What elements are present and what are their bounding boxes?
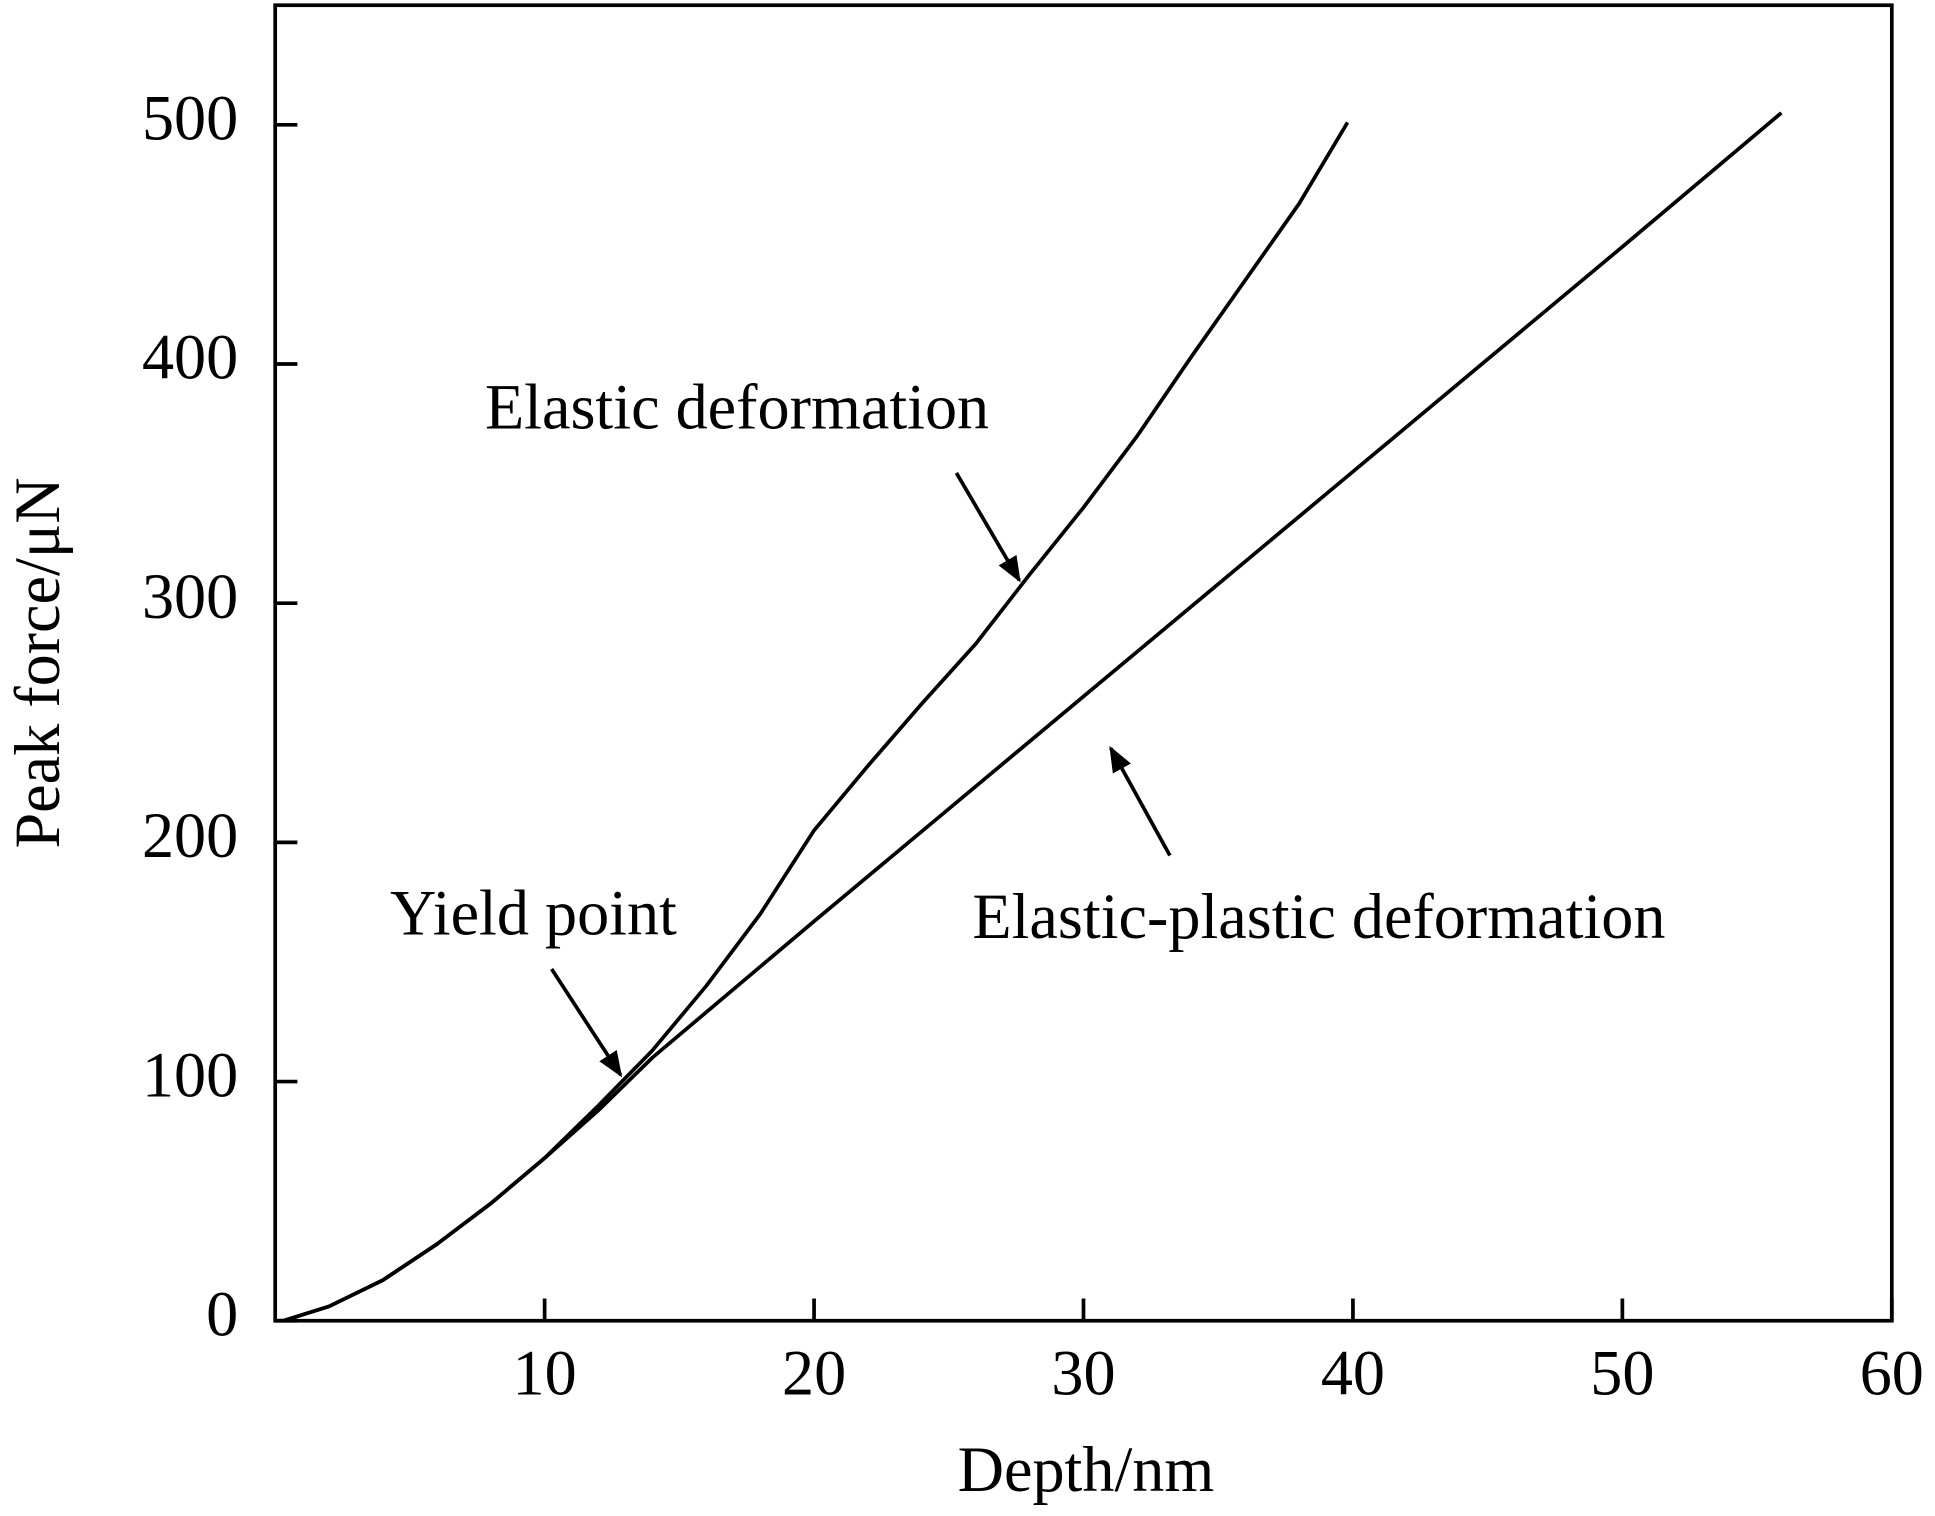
annotation: Yield point (390, 877, 677, 948)
y-tick-label: 200 (142, 800, 238, 871)
plot-frame (273, 3, 1894, 1323)
arrow (954, 471, 1021, 583)
y-tick-label: 0 (206, 1278, 238, 1349)
x-tick-label: 10 (513, 1338, 577, 1409)
y-tick-label: 500 (142, 83, 238, 154)
x-tick-label: 40 (1321, 1338, 1385, 1409)
y-tick-label: 400 (142, 322, 238, 393)
line-series (282, 111, 1783, 1323)
y-tick-label: 300 (142, 561, 238, 632)
x-tick-label: 20 (782, 1338, 846, 1409)
arrow (550, 968, 623, 1078)
x-tick-label: 30 (1051, 1338, 1115, 1409)
x-tick-label: 60 (1860, 1338, 1924, 1409)
x-axis-label: Depth/nm (958, 1434, 1215, 1505)
x-tick-label: 50 (1590, 1338, 1654, 1409)
annotation: Elastic-plastic deformation (972, 881, 1665, 952)
arrow (1109, 745, 1172, 857)
line-series (282, 121, 1350, 1323)
annotation: Elastic deformation (485, 371, 989, 442)
y-tick-label: 100 (142, 1039, 238, 1110)
y-axis-label: Peak force/μN (2, 477, 73, 848)
